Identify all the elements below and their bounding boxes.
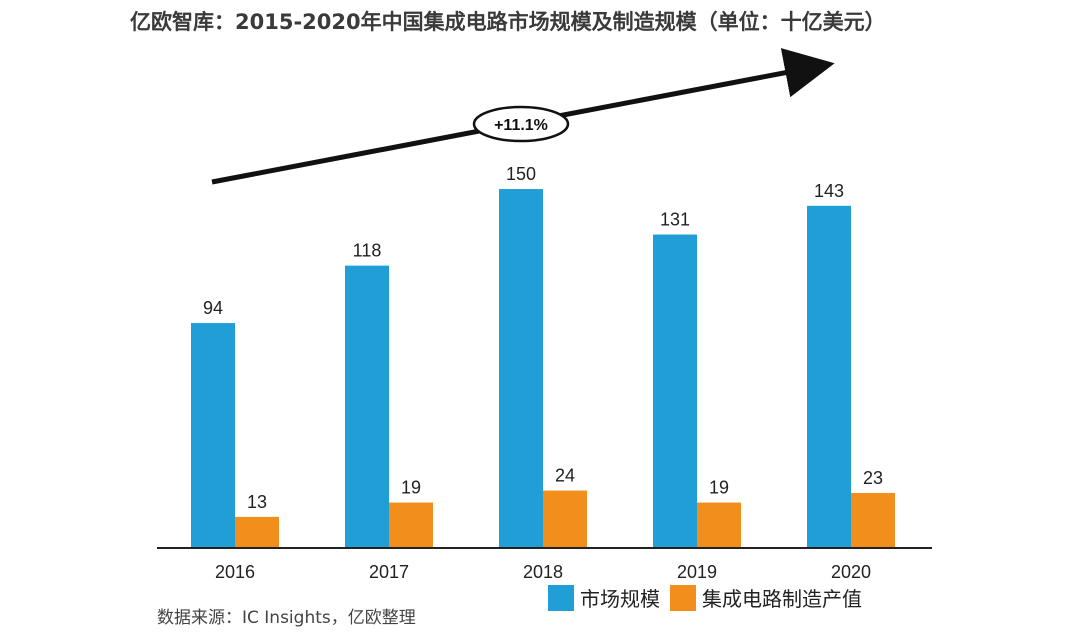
legend-swatch-market bbox=[548, 584, 574, 611]
data-label-market-2016: 94 bbox=[203, 298, 223, 318]
bar-market-2017 bbox=[345, 265, 389, 548]
x-tick-label-2016: 2016 bbox=[215, 562, 255, 582]
bar-market-2016 bbox=[191, 323, 235, 548]
bar-manufacturing-2016 bbox=[235, 516, 279, 548]
growth-label: +11.1% bbox=[494, 117, 548, 134]
x-tick-label-2017: 2017 bbox=[369, 562, 409, 582]
bar-market-2020 bbox=[807, 205, 851, 548]
bar-market-2018 bbox=[499, 189, 543, 549]
legend: 市场规模 集成电路制造产值 bbox=[548, 583, 872, 612]
legend-item-market: 市场规模 bbox=[548, 583, 660, 612]
source-note: 数据来源：IC Insights，亿欧整理 bbox=[157, 608, 416, 628]
legend-label-manufacturing: 集成电路制造产值 bbox=[702, 587, 862, 611]
data-label-manufacturing-2020: 23 bbox=[863, 468, 883, 488]
bar-manufacturing-2018 bbox=[543, 490, 587, 548]
bars bbox=[191, 189, 895, 549]
x-tick-label-2018: 2018 bbox=[523, 562, 563, 582]
data-label-manufacturing-2016: 13 bbox=[247, 492, 267, 512]
legend-item-manufacturing: 集成电路制造产值 bbox=[670, 583, 862, 612]
chart-title: 亿欧智库：2015-2020年中国集成电路市场规模及制造规模（单位：十亿美元） bbox=[130, 10, 886, 34]
data-label-market-2020: 143 bbox=[814, 181, 844, 201]
data-label-market-2017: 118 bbox=[353, 241, 382, 261]
bar-manufacturing-2019 bbox=[697, 502, 741, 548]
growth-badge bbox=[472, 105, 570, 143]
legend-swatch-manufacturing bbox=[670, 584, 696, 611]
bar-manufacturing-2020 bbox=[851, 492, 895, 548]
data-label-manufacturing-2019: 19 bbox=[709, 478, 729, 498]
data-labels: 94 13 118 19 150 24 131 19 143 23 bbox=[203, 164, 883, 512]
data-label-manufacturing-2018: 24 bbox=[555, 466, 575, 486]
bar-market-2019 bbox=[653, 234, 697, 548]
data-label-market-2019: 131 bbox=[660, 210, 690, 230]
x-tick-label-2019: 2019 bbox=[677, 562, 717, 582]
data-label-market-2018: 150 bbox=[506, 164, 536, 184]
legend-label-market: 市场规模 bbox=[580, 587, 660, 611]
bar-manufacturing-2017 bbox=[389, 502, 433, 548]
x-tick-label-2020: 2020 bbox=[831, 562, 871, 582]
growth-trend: +11.1% bbox=[211, 48, 835, 185]
x-tick-labels: 2016 2017 2018 2019 2020 bbox=[215, 562, 871, 582]
data-label-manufacturing-2017: 19 bbox=[401, 478, 421, 498]
